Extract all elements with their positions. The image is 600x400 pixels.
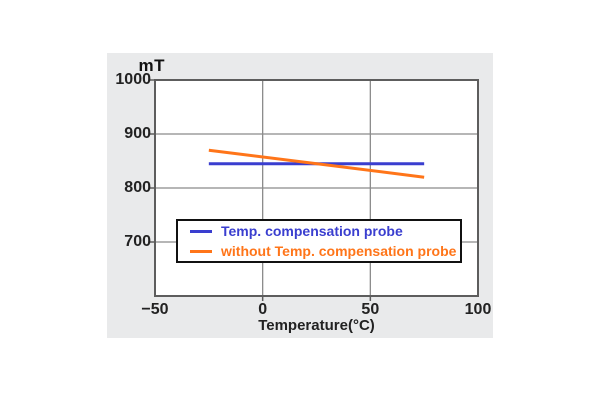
legend-label: without Temp. compensation probe	[221, 243, 457, 259]
legend-swatch-line	[190, 229, 212, 233]
legend-swatch-line	[190, 249, 212, 253]
legend: Temp. compensation probe without Temp. co…	[176, 219, 462, 263]
x-axis-title: Temperature(°C)	[258, 317, 375, 334]
y-axis-unit-label: mT	[138, 56, 165, 75]
y-tick-label: 900	[124, 125, 151, 142]
legend-item-1: without Temp. compensation probe	[190, 243, 460, 259]
x-tick-label: 0	[258, 301, 268, 318]
x-tick-label: 100	[464, 301, 492, 318]
plot-area	[150, 79, 479, 301]
x-tick-label: −50	[141, 301, 169, 318]
y-tick-label: 700	[124, 233, 151, 250]
x-tick-label: 50	[361, 301, 380, 318]
chart-panel: mT Temperature(°C) Temp. compensation pr…	[107, 53, 493, 338]
y-tick-label: 1000	[115, 71, 151, 88]
legend-label: Temp. compensation probe	[221, 223, 403, 239]
legend-item-0: Temp. compensation probe	[190, 223, 460, 239]
series-line-1	[208, 148, 425, 179]
y-tick-label: 800	[124, 179, 151, 196]
